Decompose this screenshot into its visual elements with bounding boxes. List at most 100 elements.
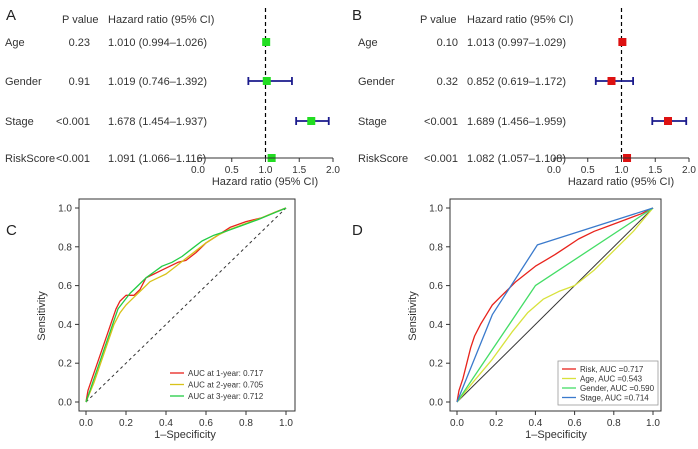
panel-c-legend-label: AUC at 3-year: 0.712	[188, 392, 264, 401]
panel-d-x-axis-label: 1–Specificity	[525, 429, 587, 441]
panel-b-row-p-value: <0.001	[424, 116, 458, 128]
panel-a-row-hr-text: 1.091 (1.066–1.116)	[108, 153, 206, 165]
panel-d-x-tick-label: 0.0	[450, 418, 464, 429]
panel-b-hr-marker	[664, 117, 673, 125]
panel-c-legend-box	[166, 365, 288, 406]
panel-d-y-axis-label: Sensitivity	[407, 291, 419, 341]
panel-a-row-hr-text: 1.678 (1.454–1.937)	[108, 116, 207, 128]
panel-d-x-tick-label: 0.8	[607, 418, 621, 429]
panel-d-series-line	[456, 207, 654, 403]
panel-a-x-tick-label: 0.0	[191, 165, 205, 176]
panel-b-x-tick-label: 0.0	[547, 165, 561, 176]
panel-b-row-label: Stage	[358, 116, 387, 128]
panel-d-series-line	[456, 207, 654, 403]
panel-b-row-hr-text: 1.082 (1.057–1.108)	[467, 153, 566, 165]
panel-a-row-hr-text: 1.019 (0.746–1.392)	[108, 76, 207, 88]
panel-d-y-tick-label: 0.2	[429, 359, 443, 370]
panel-a-label: A	[6, 7, 16, 24]
panel-b-row-hr-text: 1.013 (0.997–1.029)	[467, 37, 566, 49]
panel-d-y-tick-label: 0.6	[429, 281, 443, 292]
panel-c-series-line	[85, 207, 287, 403]
panel-a-hr-marker	[262, 38, 271, 46]
panel-b-row-label: Age	[358, 37, 378, 49]
panel-d-y-tick-label: 1.0	[429, 204, 443, 215]
panel-c-x-tick-label: 0.2	[119, 418, 133, 429]
panel-b-x-tick-label: 1.0	[615, 165, 629, 176]
panel-d-frame	[449, 198, 662, 412]
panel-c-y-tick-label: 0.0	[58, 398, 72, 409]
panel-d-x-tick-label: 0.2	[489, 418, 503, 429]
panel-c-x-tick-label: 0.4	[159, 418, 173, 429]
panel-b-x-tick-label: 0.5	[581, 165, 595, 176]
panel-d-x-tick-label: 0.4	[528, 418, 542, 429]
panel-c-x-tick-label: 0.0	[79, 418, 93, 429]
panel-b-row-p-value: <0.001	[424, 153, 458, 165]
panel-c-y-tick-label: 0.4	[58, 320, 72, 331]
panel-d-series-line	[456, 207, 654, 403]
panel-a-forest-plot: A P value Hazard ratio (95% CI) Age 0.23 1…	[5, 7, 340, 188]
panel-b-row-p-value: 0.10	[437, 37, 458, 49]
panel-d-y-tick-label: 0.4	[429, 320, 443, 331]
panel-a-header-hr: Hazard ratio (95% CI)	[108, 14, 214, 26]
panel-a-x-tick-label: 1.5	[292, 165, 306, 176]
panel-c-y-tick-label: 0.6	[58, 281, 72, 292]
panel-d-diagonal-line	[456, 207, 654, 403]
panel-d-x-tick-label: 1.0	[646, 418, 660, 429]
panel-a-x-axis-label: Hazard ratio (95% CI)	[212, 176, 318, 188]
panel-c-x-tick-label: 0.8	[239, 418, 253, 429]
panel-d-y-tick-label: 0.0	[429, 398, 443, 409]
panel-c-x-tick-label: 0.6	[199, 418, 213, 429]
panel-d-legend-label: Gender, AUC =0.590	[580, 384, 655, 393]
panel-a-hr-marker	[307, 117, 316, 125]
panel-b-hr-marker	[618, 38, 627, 46]
panel-c-x-axis-label: 1–Specificity	[154, 429, 216, 441]
panel-a-row-p-value: <0.001	[56, 153, 90, 165]
panel-c-diagonal-line	[85, 207, 287, 403]
panel-a-row-p-value: 0.23	[69, 37, 90, 49]
panel-a-row-hr-text: 1.010 (0.994–1.026)	[108, 37, 207, 49]
panel-b-x-tick-label: 1.5	[648, 165, 662, 176]
panel-c-y-axis-label: Sensitivity	[36, 291, 48, 341]
panel-c-legend-label: AUC at 2-year: 0.705	[188, 381, 264, 390]
panel-b-forest-plot: B P value Hazard ratio (95% CI) Age 0.10 1…	[352, 7, 696, 188]
panel-b-row-label: Gender	[358, 76, 395, 88]
panel-b-row-label: RiskScore	[358, 153, 408, 165]
panel-d-y-tick-label: 0.8	[429, 242, 443, 253]
panel-a-hr-marker	[262, 77, 271, 85]
panel-b-rows: Age 0.10 1.013 (0.997–1.029) Gender 0.32 0.85…	[358, 37, 566, 165]
panel-d-legend-label: Stage, AUC =0.714	[580, 394, 649, 403]
panel-d-legend-label: Risk, AUC =0.717	[580, 365, 644, 374]
panel-d-plot-area: 0.0 0.2 0.4 0.6 0.8 1.0 0.0 0.2 0.4 0.6 0.8 1.0 Risk…	[429, 198, 662, 429]
panel-b-x-tick-label: 2.0	[682, 165, 696, 176]
panel-a-x-tick-label: 1.0	[259, 165, 273, 176]
panel-d-label: D	[352, 222, 363, 239]
panel-a-row-label: Age	[5, 37, 25, 49]
panel-c-legend-label: AUC at 1-year: 0.717	[188, 369, 264, 378]
panel-c-y-tick-label: 0.8	[58, 242, 72, 253]
panel-d-x-tick-label: 0.6	[568, 418, 582, 429]
panel-b-plot-area: 0.0 0.5 1.0 1.5 2.0	[547, 8, 696, 176]
panel-c-label: C	[6, 222, 17, 239]
panel-a-plot-area: 0.0 0.5 1.0 1.5 2.0	[191, 8, 340, 176]
panel-c-x-tick-label: 1.0	[279, 418, 293, 429]
panel-a-row-label: RiskScore	[5, 153, 55, 165]
panel-a-row-label: Stage	[5, 116, 34, 128]
panel-a-rows: Age 0.23 1.010 (0.994–1.026) Gender 0.91 1.01…	[5, 37, 207, 165]
panel-c-y-tick-label: 1.0	[58, 204, 72, 215]
panel-b-hr-marker	[607, 77, 616, 85]
panel-c-legend: AUC at 1-year: 0.717 AUC at 2-year: 0.705…	[166, 365, 288, 406]
panel-a-x-tick-label: 0.5	[225, 165, 239, 176]
panel-a-row-label: Gender	[5, 76, 42, 88]
panel-c-roc-plot: C 0.0 0.2 0.4 0.6 0.8 1.0 0.0 0.2 0.4 0.6 0.8 1.0 AU…	[6, 198, 296, 441]
panel-b-row-p-value: 0.32	[437, 76, 458, 88]
panel-b-x-axis-label: Hazard ratio (95% CI)	[568, 176, 674, 188]
panel-b-row-hr-text: 0.852 (0.619–1.172)	[467, 76, 566, 88]
panel-c-plot-area: 0.0 0.2 0.4 0.6 0.8 1.0 0.0 0.2 0.4 0.6 0.8 1.0 AUC …	[58, 198, 296, 429]
panel-b-row-hr-text: 1.689 (1.456–1.959)	[467, 116, 566, 128]
panel-d-series-line	[456, 207, 654, 403]
panel-c-frame	[78, 198, 296, 412]
panel-b-header-hr: Hazard ratio (95% CI)	[467, 14, 573, 26]
panel-c-y-tick-label: 0.2	[58, 359, 72, 370]
